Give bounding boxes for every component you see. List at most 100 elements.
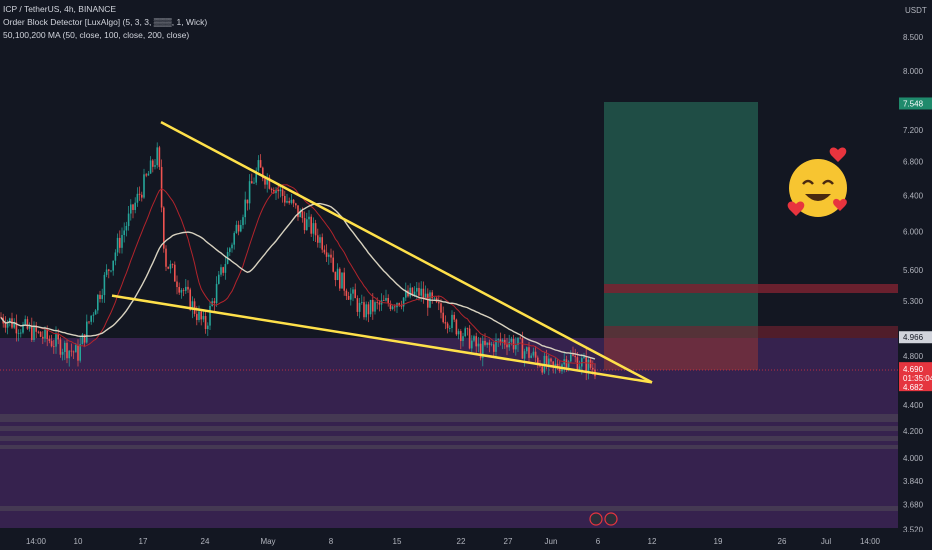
candle-body — [464, 328, 466, 337]
time-tick-label: 14:00 — [860, 537, 881, 546]
candle-body — [477, 343, 480, 347]
candle-body — [583, 356, 585, 359]
time-axis[interactable]: 14:00 10 17 24 May 8 15 22 27 Jun 6 12 19 26 Jul 14:00 — [26, 537, 881, 546]
candle-body — [64, 342, 66, 352]
candle-body — [46, 329, 48, 340]
candle-body — [57, 334, 59, 340]
price-tick-label: 3.520 — [903, 525, 924, 534]
candle-body — [0, 316, 2, 318]
candle-body — [9, 318, 11, 323]
event-marker-icon[interactable] — [604, 512, 618, 526]
candle-body — [77, 345, 79, 361]
candle-body — [325, 252, 328, 257]
candle-body — [548, 358, 550, 367]
candle-body — [473, 336, 475, 341]
candle-body — [374, 302, 376, 312]
time-tick-label: 6 — [596, 537, 601, 546]
candle-body — [200, 311, 202, 320]
time-axis-background — [0, 532, 932, 550]
candle-body — [79, 344, 81, 361]
candle-body — [204, 316, 207, 329]
candle-body — [277, 189, 279, 192]
candle-body — [270, 188, 273, 191]
candle-body — [422, 288, 425, 298]
candle-body — [490, 344, 493, 346]
candle-body — [446, 323, 449, 329]
candle-body — [42, 336, 44, 339]
candle-body — [411, 287, 414, 296]
candle-body — [400, 305, 403, 307]
time-tick-label: 26 — [778, 537, 787, 546]
price-tick-label: 4.200 — [903, 427, 924, 436]
candle-body — [171, 264, 174, 266]
candle-body — [193, 301, 196, 314]
candle-body — [152, 160, 154, 167]
price-axis[interactable]: USDT 8.500 8.000 7.200 6.800 6.400 6.000 5.600 5… — [899, 6, 932, 534]
candle-body — [363, 302, 365, 318]
smiling-face-with-hearts-icon — [787, 147, 847, 217]
candle-body — [347, 295, 350, 300]
candle-body — [405, 290, 407, 298]
candle-body — [354, 289, 356, 299]
candle-body — [317, 235, 319, 243]
candle-body — [453, 314, 455, 320]
candle-body — [94, 310, 97, 315]
candle-body — [301, 211, 304, 219]
candle-body — [35, 325, 37, 332]
candle-body — [356, 298, 359, 312]
candle-body — [572, 354, 574, 356]
candle-body — [361, 302, 363, 303]
candle-body — [526, 347, 528, 352]
wedge-upper-line[interactable] — [160, 121, 653, 384]
candle-body — [286, 201, 288, 203]
candle-body — [97, 294, 99, 311]
candle-body — [28, 325, 31, 329]
candle-body — [174, 264, 176, 282]
candle-body — [565, 359, 568, 368]
candle-body — [213, 301, 216, 304]
candle-body — [350, 293, 352, 300]
candle-body — [169, 264, 172, 269]
candle-body — [343, 272, 345, 291]
candle-body — [222, 267, 224, 273]
purple-order-block-band — [0, 414, 898, 422]
candle-body — [387, 297, 389, 304]
candle-body — [207, 325, 209, 329]
indicator-ma[interactable]: 50,100,200 MA (50, close, 100, close, 20… — [3, 30, 190, 40]
candle-body — [367, 304, 370, 315]
candle-body — [332, 257, 334, 272]
candle-body — [83, 334, 86, 343]
candle-body — [418, 287, 420, 296]
candle-body — [413, 291, 416, 296]
candle-body — [281, 189, 284, 196]
candle-body — [55, 334, 57, 347]
candle-body — [312, 223, 315, 234]
candle-body — [244, 199, 246, 218]
entry-price-badge — [899, 331, 932, 344]
candle-body — [196, 313, 198, 321]
indicator-order-block[interactable]: Order Block Detector [LuxAlgo] (5, 3, 3,… — [3, 17, 208, 27]
candle-body — [125, 226, 128, 231]
candle-body — [20, 332, 22, 334]
symbol-title[interactable]: ICP / TetherUS, 4h, BINANCE — [3, 4, 117, 14]
event-marker-icon[interactable] — [589, 512, 603, 526]
candle-body — [299, 211, 301, 218]
candle-body — [101, 295, 103, 299]
candle-body — [233, 233, 235, 245]
candle-body — [506, 344, 508, 348]
price-tick-label: 3.680 — [903, 501, 924, 510]
candle-body — [262, 167, 264, 179]
time-tick-label: May — [260, 537, 275, 546]
candle-body — [460, 331, 462, 342]
target-price-badge-label: 7.548 — [903, 99, 924, 108]
candle-body — [251, 181, 253, 184]
candle-body — [253, 182, 255, 184]
candle-body — [570, 354, 572, 362]
time-tick-label: 15 — [393, 537, 402, 546]
event-markers[interactable] — [589, 512, 618, 526]
candle-body — [75, 345, 77, 353]
candle-body — [389, 303, 392, 310]
wedge-lower-line[interactable] — [111, 294, 653, 384]
candle-body — [409, 287, 411, 297]
